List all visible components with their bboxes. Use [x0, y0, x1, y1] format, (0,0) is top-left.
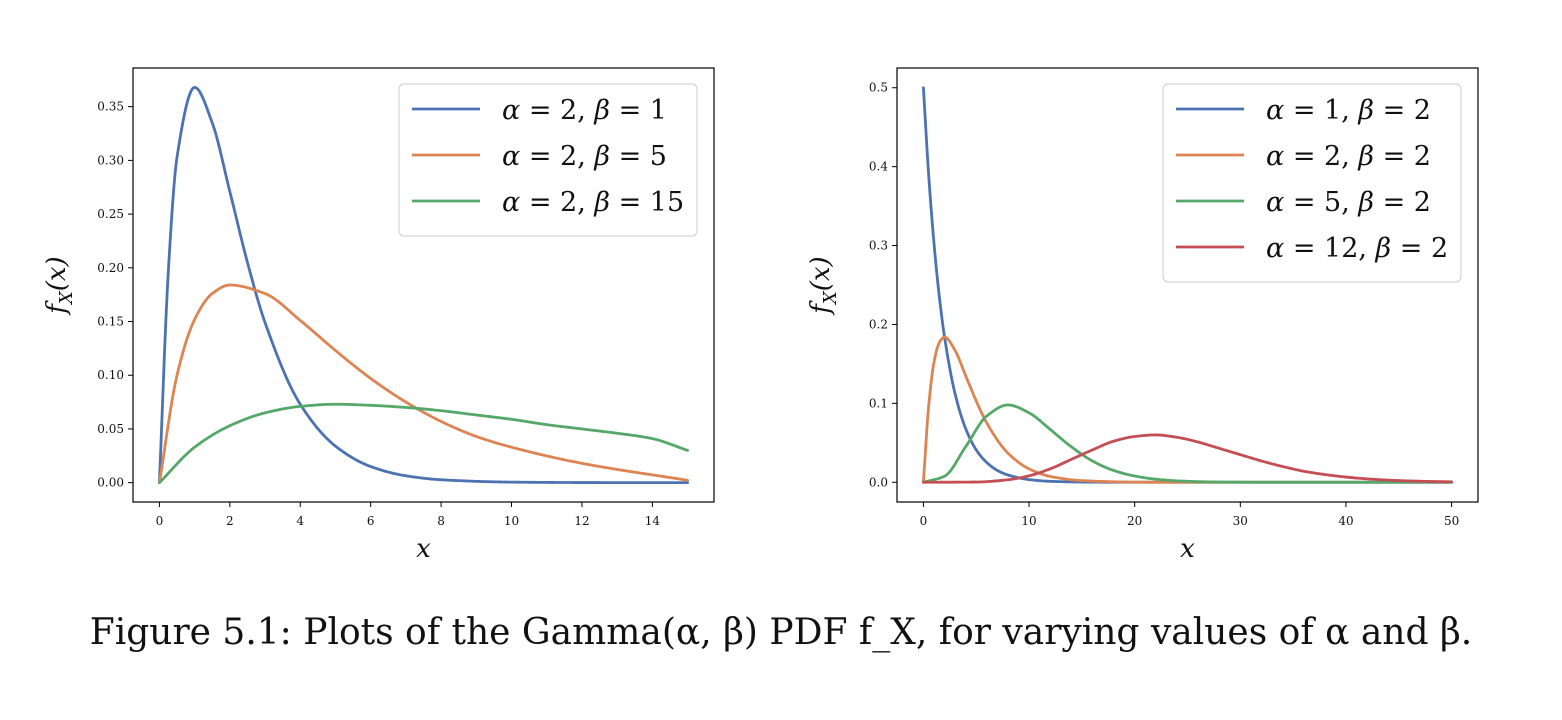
x-tick-label: 12: [574, 514, 589, 528]
legend-box: [1162, 83, 1462, 283]
legend-entry: α = 2, β = 2: [1266, 141, 1431, 172]
y-axis-label: fX(x): [806, 256, 841, 315]
plot-frame: [896, 67, 1479, 503]
y-tick-label: 0.35: [97, 100, 124, 114]
y-tick-label: 0.10: [97, 368, 124, 382]
x-tick-label: 50: [1444, 514, 1459, 528]
x-axis-label: x: [416, 534, 431, 564]
y-tick-label: 0.2: [869, 317, 888, 331]
right-chart: 0 10 20 30 40 50 0.0 0.1 0.2 0.3 0.4 0.5 x fX(x) α = 1…: [806, 67, 1479, 564]
series-line-1: [158, 85, 689, 485]
figure-caption: Figure 5.1: Plots of the Gamma(α, β) PDF…: [0, 612, 1562, 653]
y-axis-label: fX(x): [42, 256, 77, 315]
x-tick-label: 4: [296, 514, 304, 528]
y-tick-label: 0.25: [97, 207, 124, 221]
legend-entry: α = 5, β = 2: [1266, 187, 1431, 218]
caption-text: Figure 5.1: Plots of the Gamma(α, β) PDF…: [89, 612, 1473, 653]
series-line-4: [922, 433, 1453, 484]
y-tick-label: 0.1: [869, 396, 888, 410]
x-tick-label: 0: [920, 514, 928, 528]
y-tick-label: 0.20: [97, 261, 124, 275]
series-line-3: [158, 402, 689, 485]
x-tick-label: 2: [226, 514, 234, 528]
x-tick-label: 14: [645, 514, 661, 528]
legend-box: [398, 83, 698, 237]
y-tick-label: 0.00: [97, 476, 124, 490]
x-tick-label: 10: [504, 514, 519, 528]
y-tick-label: 0.30: [97, 153, 124, 167]
left-chart: 0 2 4 6 8 10 12 14 0.00 0.05 0.10 0.15 0.20 0.25 0.30 0…: [42, 67, 715, 564]
y-tick-label: 0.5: [869, 81, 888, 95]
x-tick-label: 30: [1233, 514, 1248, 528]
series-line-2: [158, 283, 689, 485]
y-tick-label: 0.15: [97, 315, 124, 329]
x-tick-label: 6: [367, 514, 375, 528]
y-tick-label: 0.3: [869, 239, 888, 253]
x-tick-label: 10: [1021, 514, 1036, 528]
legend-entry: α = 2, β = 1: [502, 95, 667, 126]
x-tick-label: 20: [1127, 514, 1142, 528]
legend-entry: α = 1, β = 2: [1266, 95, 1431, 126]
legend-entry: α = 12, β = 2: [1266, 233, 1448, 264]
plot-frame: [132, 67, 715, 503]
y-tick-label: 0.0: [869, 475, 888, 489]
x-axis-label: x: [1180, 534, 1195, 564]
x-tick-label: 40: [1338, 514, 1353, 528]
series-line-2: [922, 335, 1453, 484]
legend-entry: α = 2, β = 5: [502, 141, 667, 172]
series-line-3: [922, 403, 1453, 484]
legend-entry: α = 2, β = 15: [502, 187, 684, 218]
x-tick-label: 0: [156, 514, 164, 528]
x-tick-label: 8: [437, 514, 445, 528]
y-tick-label: 0.05: [97, 422, 124, 436]
y-tick-label: 0.4: [869, 160, 888, 174]
